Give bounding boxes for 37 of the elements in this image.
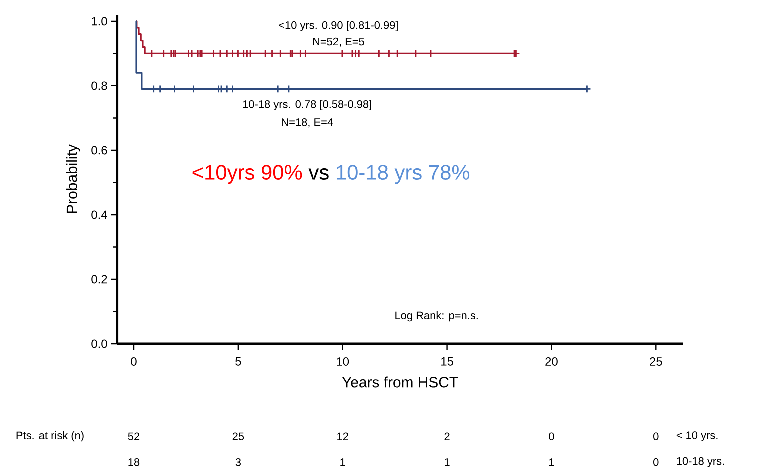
annotation: N=52, E=5 (313, 38, 364, 47)
y-tick-label: 0.2 (92, 275, 108, 284)
annotation: vs (308, 168, 329, 180)
y-tick-label: 0.6 (92, 146, 108, 155)
text: Pts. at risk (n) (16, 431, 84, 442)
text: 10-18 yrs. (677, 457, 724, 468)
text: 25 (232, 432, 244, 440)
y-tick-label: 0.8 (92, 82, 108, 90)
text: 12 (338, 432, 348, 440)
annotation: 10-18 yrs. 0.78 [0.58-0.98] (243, 100, 372, 110)
text: 0 (654, 432, 659, 440)
text: 1 (445, 458, 450, 466)
annotation: 10-18 yrs 78% (337, 165, 470, 184)
text: 2 (444, 432, 450, 440)
x-axis-title: Years from HSCT (342, 376, 458, 388)
x-tick-label: 10 (337, 357, 350, 366)
annotation: N=18, E=4 (282, 118, 334, 128)
x-tick-label: 5 (236, 357, 242, 366)
x-tick-label: 15 (442, 357, 454, 366)
text: < 10 yrs. (676, 432, 718, 442)
text: 0 (654, 458, 659, 466)
text: 52 (128, 432, 140, 440)
text: 1 (340, 458, 346, 466)
y-tick-label: 0.4 (92, 210, 108, 220)
x-tick-label: 25 (650, 357, 662, 366)
text: 18 (128, 458, 140, 466)
annotation: <10yrs 90% (192, 165, 302, 184)
y-tick-label: 1.0 (92, 17, 108, 26)
y-axis-title: Probability (66, 144, 80, 214)
annotation: <10 yrs. 0.90 [0.81-0.99] (279, 21, 398, 32)
text: 1 (550, 458, 554, 466)
text: 3 (236, 458, 241, 466)
y-tick-label: 0.0 (92, 340, 108, 348)
x-tick-label: 0 (131, 357, 137, 366)
text: 0 (549, 432, 554, 440)
annotation: Log Rank: p=n.s. (396, 311, 478, 322)
x-tick-label: 20 (546, 357, 558, 366)
